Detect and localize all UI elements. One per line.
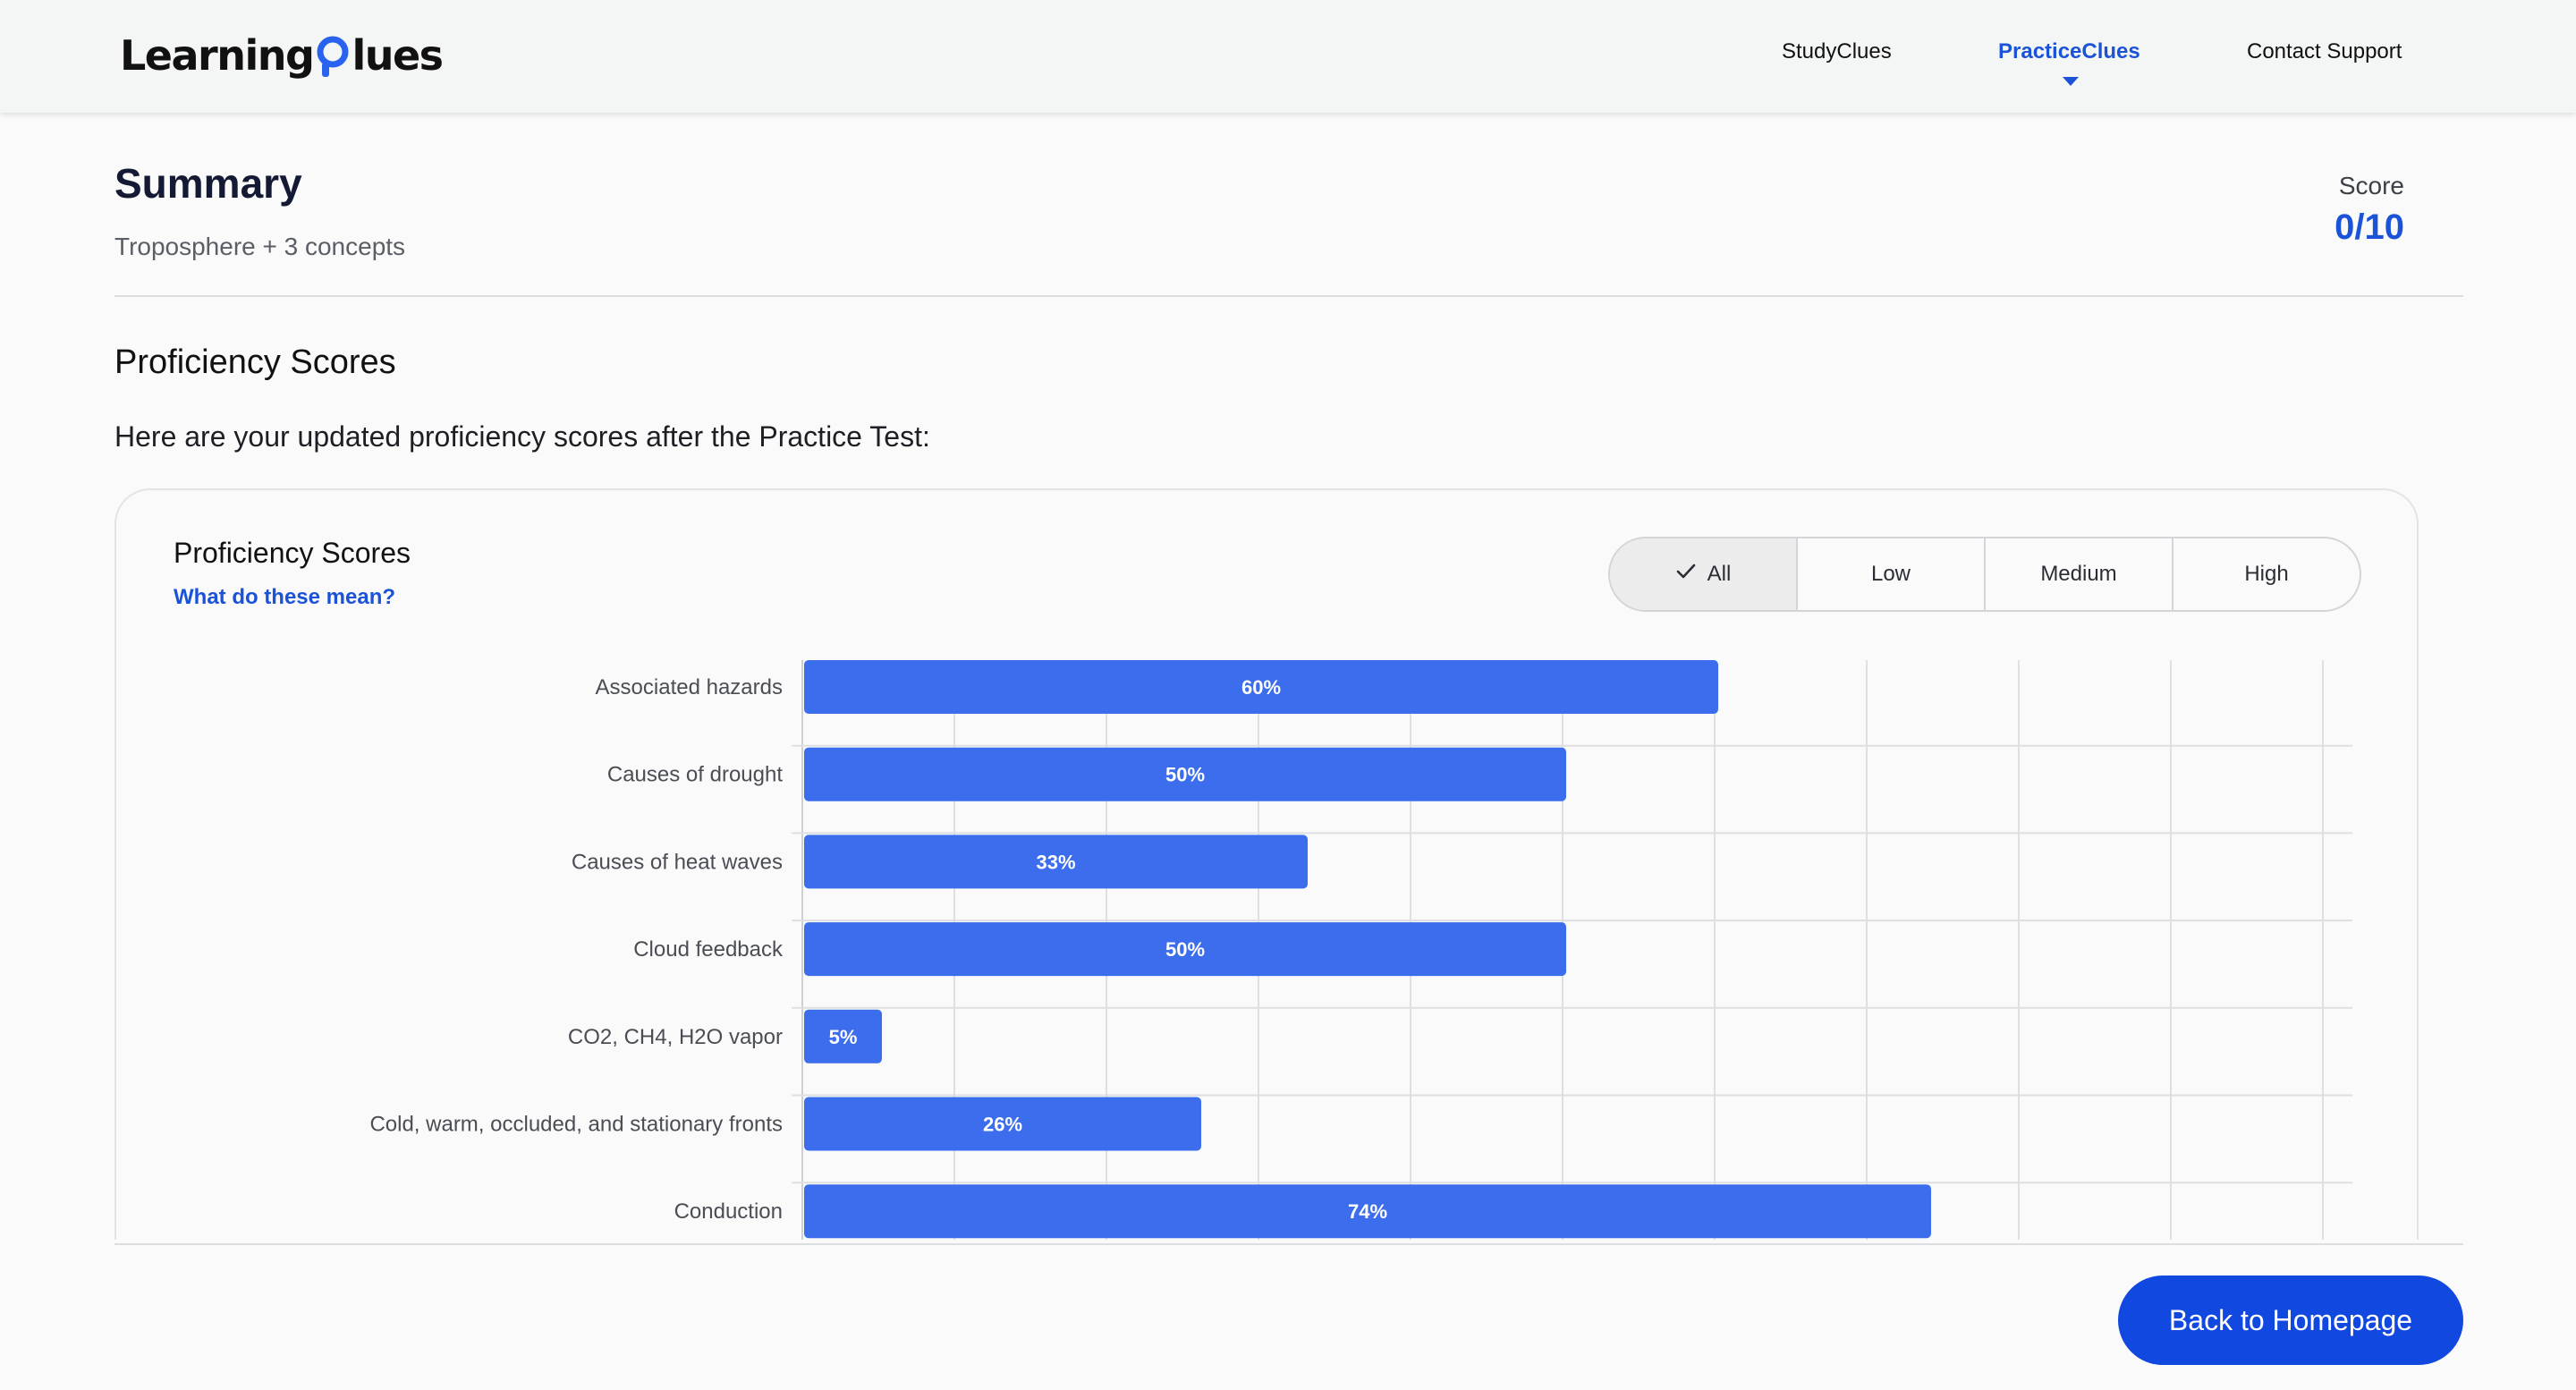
category-label: Associated hazards (596, 675, 783, 699)
bar-value-label: 50% (1165, 938, 1205, 961)
bar-value-label: 60% (1241, 676, 1281, 699)
proficiency-bar[interactable] (804, 1097, 1201, 1151)
chart-card-title: Proficiency Scores (174, 537, 411, 569)
nav-contact-support[interactable]: Contact Support (2247, 39, 2402, 64)
proficiency-bar[interactable] (804, 660, 1718, 714)
category-label: Cold, warm, occluded, and stationary fro… (369, 1113, 783, 1137)
summary-title: Summary (114, 160, 302, 207)
proficiency-bar[interactable] (804, 1009, 882, 1064)
active-caret-icon (2063, 77, 2079, 86)
section-divider (114, 295, 2463, 297)
filter-medium-label: Medium (2040, 562, 2117, 586)
logo-text-right: lues (352, 31, 444, 80)
summary-subtitle: Troposphere + 3 concepts (114, 233, 406, 260)
proficiency-bar[interactable] (804, 747, 1566, 801)
bar-value-label: 5% (829, 1026, 858, 1048)
category-label: CO2, CH4, H2O vapor (568, 1025, 783, 1049)
category-label: Causes of drought (607, 763, 783, 787)
card-bottom-border (114, 1243, 2463, 1245)
filter-medium-button[interactable]: Medium (1984, 538, 2172, 610)
proficiency-bar[interactable] (804, 1184, 1931, 1239)
filter-all-label: All (1707, 562, 1732, 586)
nav-studyclues[interactable]: StudyClues (1782, 39, 1892, 64)
what-do-these-mean-link[interactable]: What do these mean? (174, 585, 396, 609)
proficiency-chart-card: Proficiency Scores What do these mean? A… (114, 488, 2419, 1240)
category-label: Cloud feedback (633, 937, 784, 962)
score-value: 0/10 (2334, 208, 2404, 247)
learningclues-logo[interactable]: Learning lues (120, 27, 444, 84)
bar-value-label: 50% (1165, 764, 1205, 786)
proficiency-intro-text: Here are your updated proficiency scores… (114, 420, 930, 453)
magnifier-logo-icon (315, 34, 351, 77)
top-navigation-bar: Learning lues StudyClues PracticeClues C… (0, 0, 2576, 113)
category-label: Conduction (674, 1199, 783, 1224)
filter-high-button[interactable]: High (2172, 538, 2360, 610)
filter-low-label: Low (1870, 562, 1911, 586)
filter-all-button[interactable]: All (1610, 538, 1796, 610)
nav-practiceclues[interactable]: PracticeClues (1998, 39, 2140, 64)
bar-value-label: 74% (1348, 1200, 1387, 1223)
filter-low-button[interactable]: Low (1796, 538, 1984, 610)
proficiency-filter-group: All Low Medium High (1608, 537, 2361, 612)
back-to-homepage-button[interactable]: Back to Homepage (2118, 1276, 2463, 1365)
logo-text-left: Learning (120, 31, 315, 80)
check-icon (1675, 562, 1697, 587)
score-label: Score (2338, 172, 2404, 199)
bar-value-label: 33% (1036, 851, 1075, 873)
filter-high-label: High (2244, 562, 2289, 586)
proficiency-bar[interactable] (804, 835, 1308, 889)
proficiency-bar-chart: 60% Associated hazards 50% Causes of drough… (369, 660, 2352, 1240)
proficiency-bar[interactable] (804, 922, 1566, 977)
category-label: Causes of heat waves (572, 850, 783, 874)
bar-value-label: 26% (983, 1114, 1022, 1136)
proficiency-section-title: Proficiency Scores (114, 343, 396, 381)
